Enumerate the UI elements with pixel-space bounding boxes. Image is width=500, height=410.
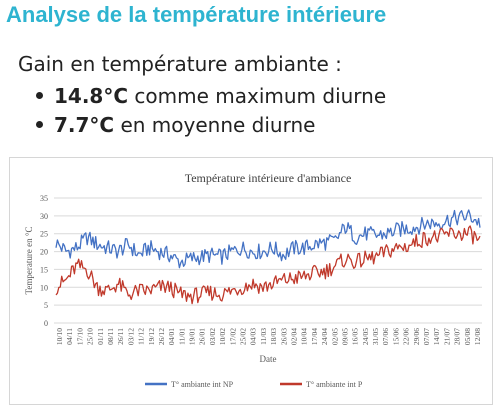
x-tick-label: 02/04 [289,328,298,345]
x-tick-label: 08/11 [106,328,115,345]
y-tick-label: 5 [44,301,48,310]
x-tick-label: 07/06 [381,328,390,345]
x-axis-label: Date [260,354,277,364]
x-tick-label: 04/01 [167,328,176,345]
x-tick-label: 10/10 [55,328,64,345]
x-tick-label: 10/02 [218,328,227,345]
x-tick-label: 26/11 [116,328,125,345]
bullet-item: 14.8°C comme maximum diurne [36,84,386,108]
x-tick-label: 17/10 [75,328,84,345]
x-tick-label: 17/04 [310,328,319,345]
y-axis-label: Temperature en °C [24,227,34,295]
x-tick-label: 04/03 [249,328,258,345]
x-tick-label: 25/02 [239,328,248,345]
x-tick-label: 25/10 [86,328,95,345]
x-tick-label: 15/06 [391,328,400,345]
x-tick-label: 05/08 [463,328,472,345]
x-tick-label: 24/04 [320,328,329,345]
legend-label: T° ambiante int P [306,380,363,389]
x-tick-label: 09/05 [340,328,349,345]
y-tick-label: 15 [40,265,48,274]
x-tick-label: 22/06 [402,328,411,345]
slide-heading: Analyse de la température intérieure [6,2,387,27]
x-tick-label: 31/05 [371,328,380,345]
x-tick-label: 03/02 [208,328,217,345]
bullet-dot-icon [36,121,43,128]
x-tick-label: 19/01 [188,328,197,345]
slide-subtitle: Gain en température ambiante : [18,52,342,76]
bullet-text: en moyenne diurne [114,113,316,137]
y-tick-label: 20 [40,248,48,257]
bullet-value: 7.7°C [54,113,115,137]
temperature-chart: Température intérieure d'ambiance 0 5 10 15 2… [9,157,493,405]
y-tick-label: 25 [40,230,48,239]
series-line [55,209,481,269]
x-tick-label: 16/05 [351,328,360,345]
x-tick-label: 03/12 [126,328,135,345]
x-tick-label: 29/06 [412,328,421,345]
x-tick-label: 14/07 [432,328,441,345]
x-tick-label: 10/04 [300,328,309,345]
x-tick-label: 24/05 [361,328,370,345]
x-tick-label: 11/01 [177,328,186,345]
bullet-item: 7.7°C en moyenne diurne [36,113,386,137]
bullet-text: comme maximum diurne [128,84,387,108]
x-tick-label: 26/12 [157,328,166,345]
bullet-value: 14.8°C [54,84,129,108]
x-tick-label: 04/11 [65,328,74,345]
y-tick-label: 10 [40,283,48,292]
y-tick-label: 30 [40,212,48,221]
bullet-dot-icon [36,92,43,99]
bullet-list: 14.8°C comme maximum diurne 7.7°C en moy… [36,84,386,142]
x-tick-label: 21/07 [442,328,451,345]
x-tick-label: 11/12 [137,328,146,345]
legend-label: T° ambiante int NP [171,380,234,389]
chart-title: Température intérieure d'ambiance [185,171,352,185]
x-tick-label: 28/07 [453,328,462,345]
x-tick-label: 11/03 [259,328,268,345]
x-tick-label: 26/03 [279,328,288,345]
series-line [55,225,481,305]
x-tick-label: 18/03 [269,328,278,345]
x-tick-label: 01/11 [96,328,105,345]
x-tick-label: 02/05 [330,328,339,345]
x-tick-label: 26/01 [198,328,207,345]
chart-svg: Température intérieure d'ambiance 0 5 10 15 2… [24,171,482,389]
x-tick-label: 07/07 [422,328,431,345]
y-tick-label: 0 [44,319,48,328]
x-tick-label: 19/12 [147,328,156,345]
x-tick-label: 17/02 [228,328,237,345]
x-tick-label: 12/08 [473,328,482,345]
y-tick-label: 35 [40,194,48,203]
